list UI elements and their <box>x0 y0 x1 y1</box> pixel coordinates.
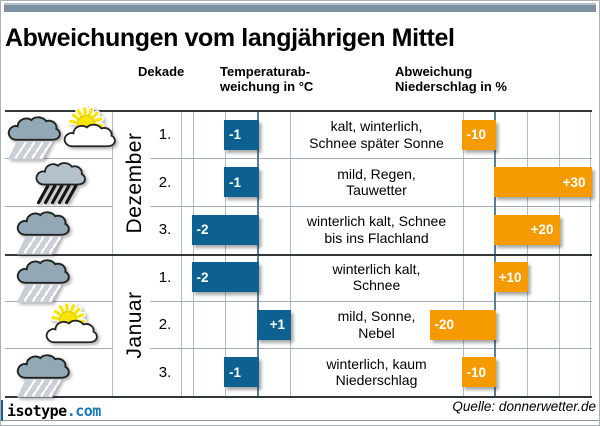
column-header-temperature: Temperaturab-weichung in °C <box>220 64 313 94</box>
precipitation-bar: +20 <box>493 214 560 245</box>
snow-cloud-icon <box>15 351 71 406</box>
row-description-line1: winterlich kalt, Schnee <box>306 213 447 229</box>
row-description: mild, Sonne, Nebel <box>290 308 463 341</box>
rain-cloud-icon <box>32 159 88 212</box>
dekade-label: 1. <box>158 268 172 286</box>
logo-accent-bar <box>0 400 3 421</box>
row-description-line1: kalt, winterlich, <box>330 118 423 134</box>
snow-cloud-icon <box>15 256 71 311</box>
column-header-dekade: Dekade <box>138 64 185 79</box>
snow-cloud-icon <box>6 113 62 168</box>
temperature-bar: -2 <box>191 214 259 245</box>
column-header-temperature-line2: weichung in °C <box>220 79 314 94</box>
month-label: Januar <box>123 291 146 359</box>
dekade-label: 3. <box>158 221 172 238</box>
column-header-precipitation-line2: Niederschlag in % <box>395 79 507 94</box>
temperature-bar: -1 <box>224 119 259 150</box>
row-divider <box>5 158 112 159</box>
month-label: Dezember <box>123 132 146 233</box>
row-description-line1: winterlich, kaum <box>326 355 427 372</box>
column-header-precipitation: Abweichung Niederschlag in % <box>395 64 507 94</box>
sun-cloud-icon <box>60 105 118 157</box>
row-divider <box>150 300 592 302</box>
row-divider <box>150 158 592 159</box>
precipitation-bar: +10 <box>493 262 528 293</box>
footer-divider <box>0 420 600 421</box>
dekade-label: 3. <box>158 363 172 381</box>
column-header-precipitation-line1: Abweichung <box>395 64 473 79</box>
snow-cloud-icon <box>15 208 71 263</box>
precipitation-bar: +30 <box>493 167 592 198</box>
precipitation-bar: -10 <box>461 119 496 150</box>
sun-cloud-icon <box>42 301 100 353</box>
temperature-bar: -2 <box>191 262 259 293</box>
row-description-line1: mild, Regen, <box>337 165 416 182</box>
row-description-line2: bis ins Flachland <box>324 229 429 246</box>
row-divider <box>5 300 112 302</box>
row-description-line2: Schnee später Sonne <box>309 134 444 151</box>
section-separator <box>5 110 592 112</box>
row-divider <box>5 348 112 349</box>
page-title: Abweichungen vom langjährigen Mittel <box>5 24 455 52</box>
temperature-bar: -1 <box>224 357 259 388</box>
precipitation-bar: -20 <box>429 309 496 340</box>
row-divider <box>5 205 112 207</box>
row-description-line2: Tauwetter <box>346 182 407 198</box>
source-credit: Quelle: donnerwetter.de <box>452 399 596 414</box>
dekade-label: 2. <box>158 316 172 333</box>
section-separator <box>5 253 592 256</box>
dekade-label: 2. <box>158 173 172 191</box>
logo-text-blue: .com <box>66 402 102 420</box>
row-description: kalt, winterlich, Schnee später Sonne <box>290 118 463 151</box>
temperature-bar: +1 <box>256 309 291 340</box>
section-separator <box>5 395 592 398</box>
column-header-temperature-line1: Temperaturab- <box>220 64 311 79</box>
top-accent-bar <box>4 3 596 12</box>
row-description-line2: Niederschlag <box>335 372 418 388</box>
dekade-label: 1. <box>158 126 172 143</box>
row-divider <box>150 348 592 349</box>
row-description-line1: winterlich kalt, <box>332 260 421 277</box>
row-description: mild, Regen, Tauwetter <box>290 166 463 199</box>
row-divider <box>150 205 592 207</box>
row-description: winterlich kalt, Schnee <box>290 261 463 294</box>
row-description-line2: Nebel <box>358 324 395 341</box>
temperature-bar: -1 <box>224 167 259 198</box>
precipitation-bar: -10 <box>461 357 496 388</box>
row-description-line2: Schnee <box>352 277 401 293</box>
row-description: winterlich, kaum Niederschlag <box>290 356 463 389</box>
logo-text-black: isotype <box>7 402 67 420</box>
isotype-logo: isotype.com <box>7 402 101 420</box>
row-description: winterlich kalt, Schnee bis ins Flachland <box>290 213 463 246</box>
row-description-line1: mild, Sonne, <box>337 308 416 324</box>
